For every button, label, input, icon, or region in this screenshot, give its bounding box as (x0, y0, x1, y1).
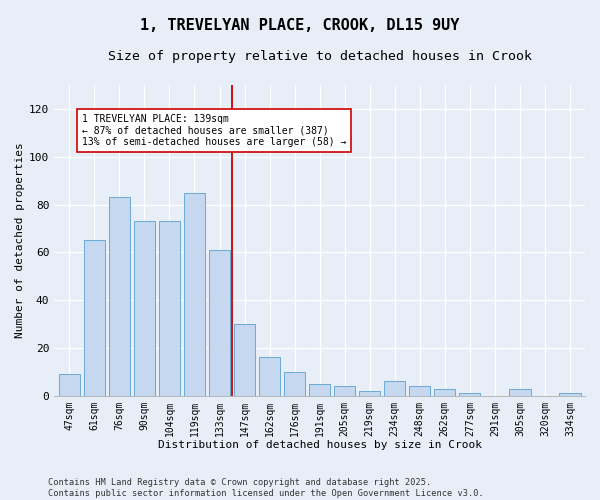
Bar (284, 372, 305, 396)
Bar (459, 394, 481, 396)
Text: 1, TREVELYAN PLACE, CROOK, DL15 9UY: 1, TREVELYAN PLACE, CROOK, DL15 9UY (140, 18, 460, 32)
Bar (309, 384, 330, 396)
Bar (59, 374, 80, 396)
Bar (409, 386, 430, 396)
Bar (83, 240, 105, 396)
Bar (259, 358, 280, 396)
Bar (209, 250, 230, 396)
Bar (334, 386, 355, 396)
Bar (559, 394, 581, 396)
Bar (359, 391, 380, 396)
Bar (109, 198, 130, 396)
Bar (134, 221, 155, 396)
Bar (159, 221, 180, 396)
Bar (184, 192, 205, 396)
Text: Contains HM Land Registry data © Crown copyright and database right 2025.
Contai: Contains HM Land Registry data © Crown c… (48, 478, 484, 498)
X-axis label: Distribution of detached houses by size in Crook: Distribution of detached houses by size … (158, 440, 482, 450)
Bar (384, 382, 406, 396)
Text: 1 TREVELYAN PLACE: 139sqm
← 87% of detached houses are smaller (387)
13% of semi: 1 TREVELYAN PLACE: 139sqm ← 87% of detac… (82, 114, 346, 147)
Title: Size of property relative to detached houses in Crook: Size of property relative to detached ho… (107, 50, 532, 63)
Bar (509, 388, 530, 396)
Bar (434, 388, 455, 396)
Bar (234, 324, 255, 396)
Y-axis label: Number of detached properties: Number of detached properties (15, 142, 25, 338)
